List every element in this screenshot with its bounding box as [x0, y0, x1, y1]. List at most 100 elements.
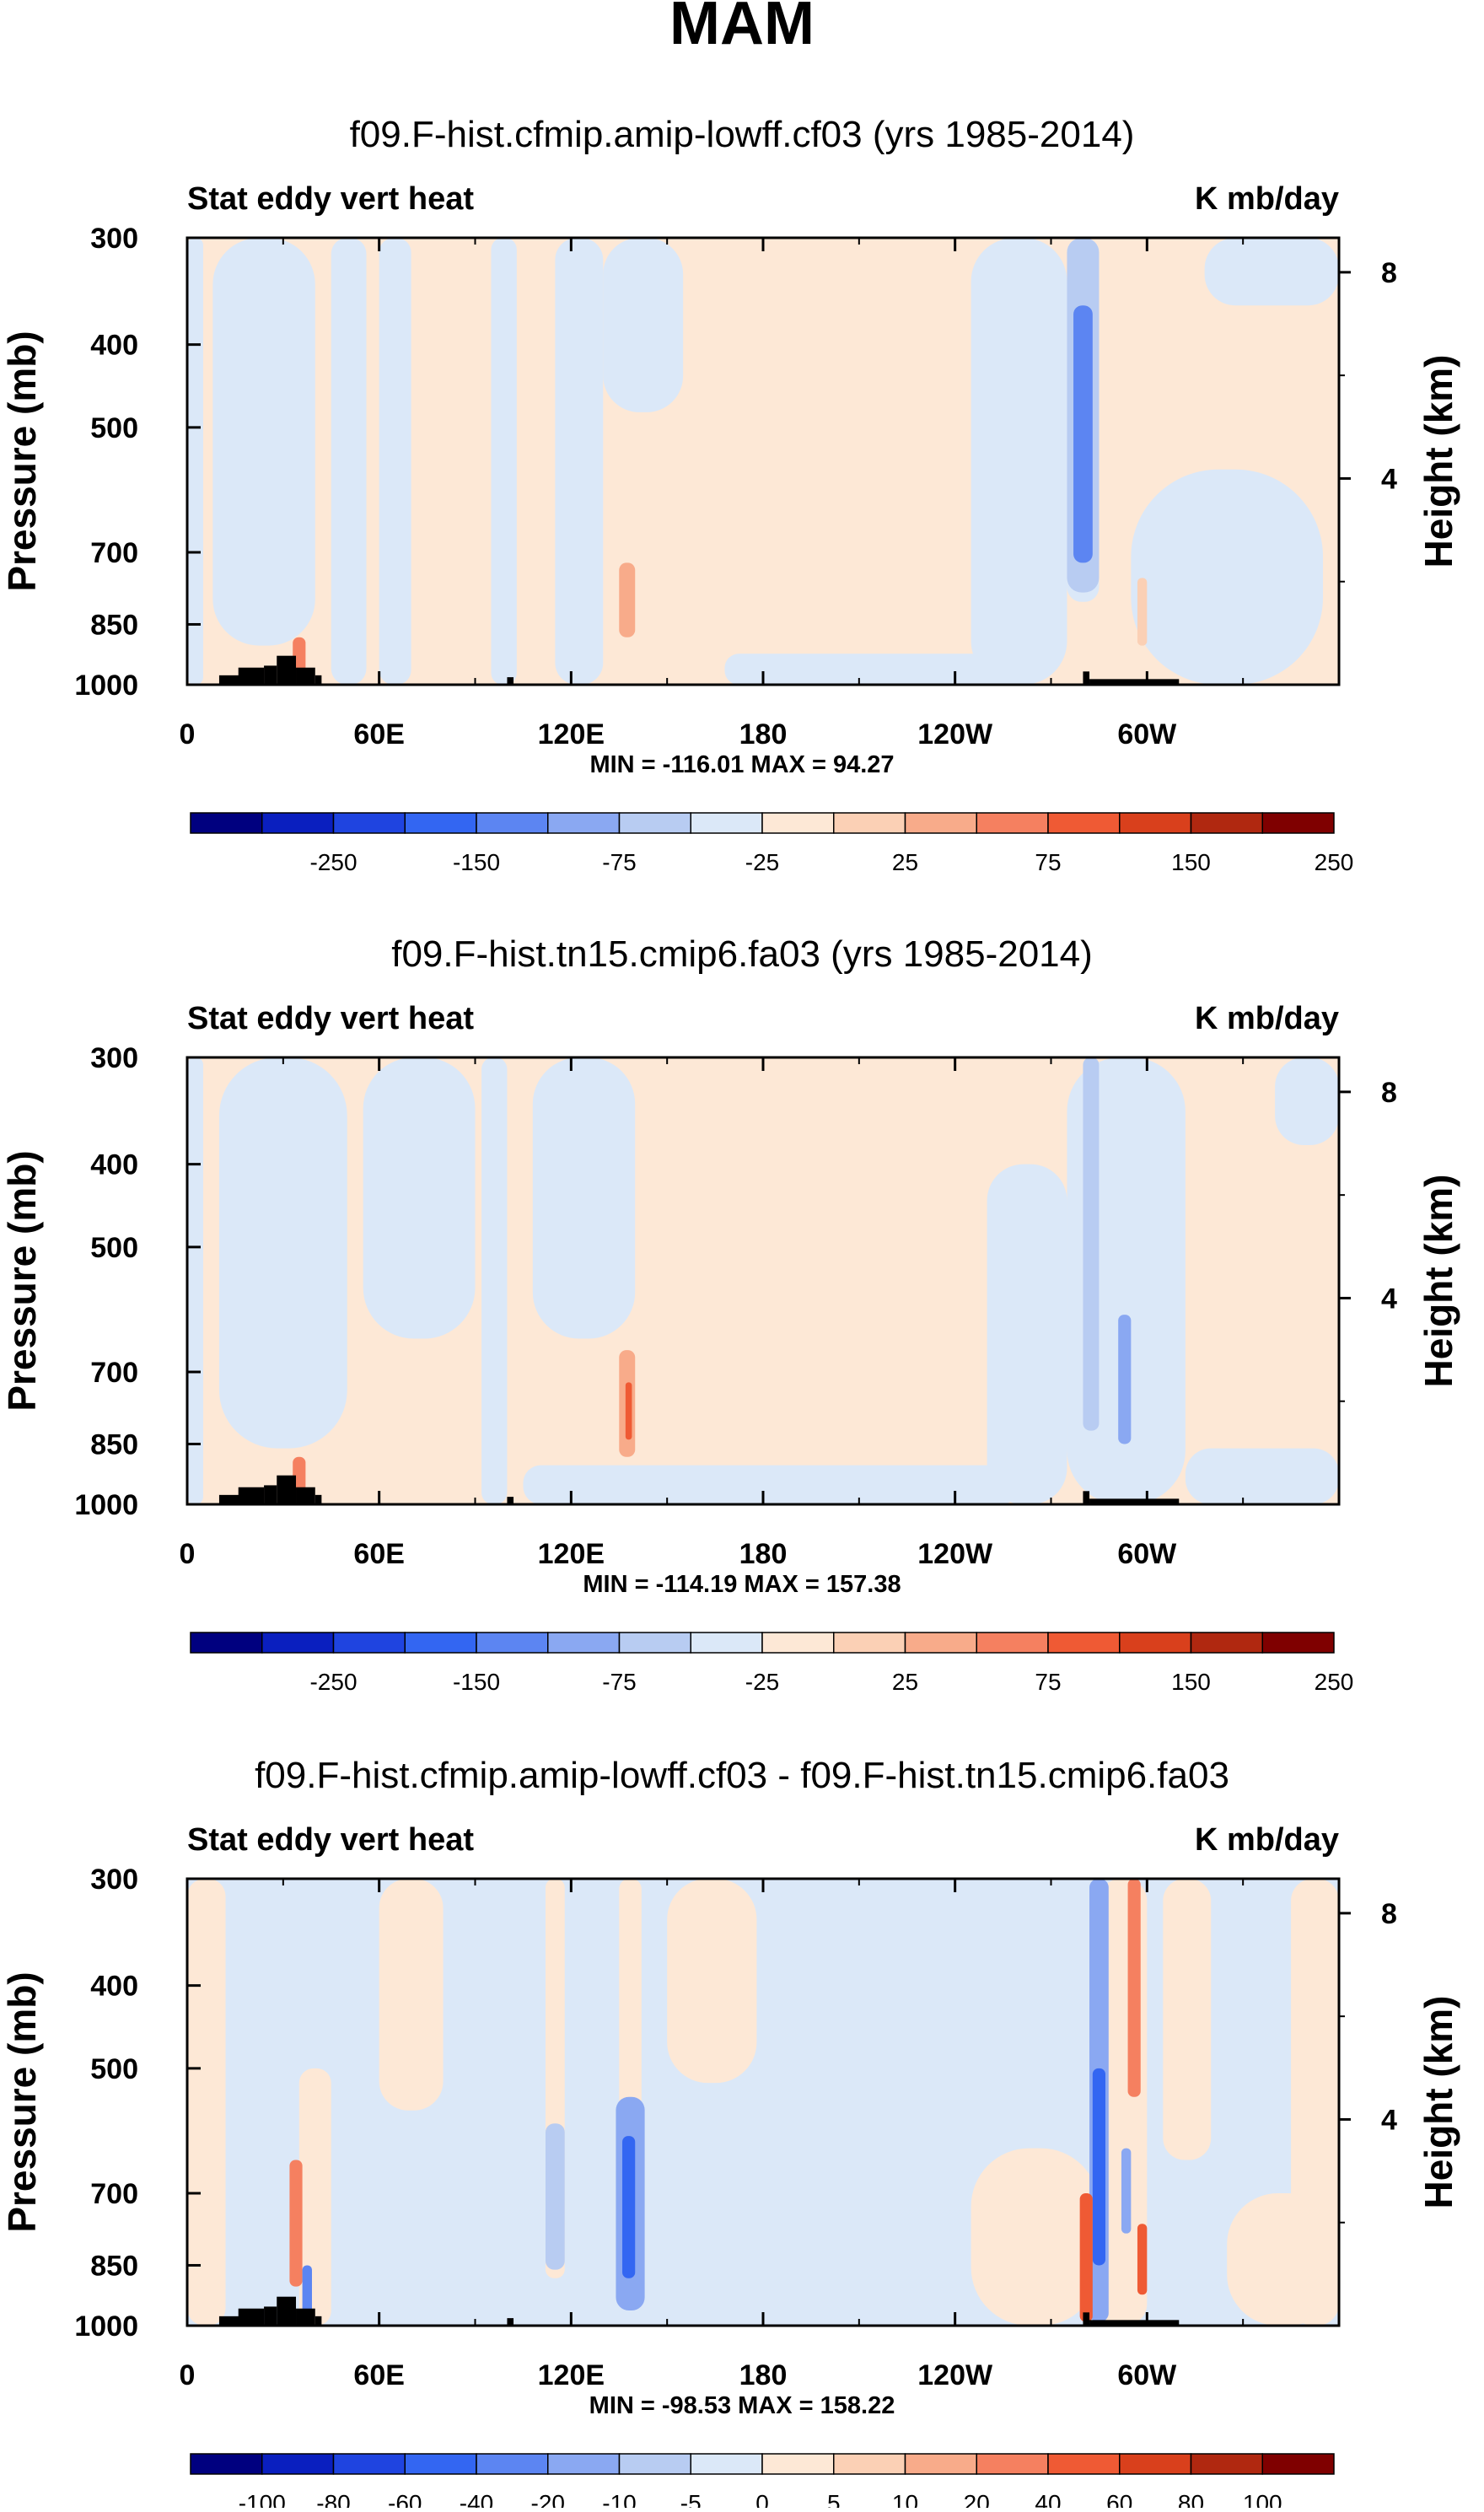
- contour-region: [212, 238, 315, 646]
- contour-region: [491, 238, 517, 685]
- right-axis-label: 4: [1381, 463, 1397, 495]
- topography-block: [296, 667, 315, 685]
- colorbar-box: [476, 2453, 549, 2475]
- contour-region: [1137, 2224, 1148, 2295]
- topography-block: [296, 2308, 315, 2326]
- y-tick-label: 850: [90, 609, 138, 641]
- y-tick-label: 700: [90, 2178, 138, 2210]
- colorbar-label: -40: [460, 2490, 493, 2508]
- colorbar-box: [547, 812, 621, 834]
- contour-region: [187, 1057, 203, 1504]
- contour-field: [187, 1057, 1339, 1504]
- colorbar-label: -250: [309, 849, 357, 875]
- contour-region: [545, 2123, 565, 2270]
- colorbar-label: 100: [1243, 2490, 1282, 2508]
- contour-region: [1137, 578, 1148, 646]
- topography-block: [507, 2318, 514, 2326]
- y-tick-label: 850: [90, 2250, 138, 2282]
- right-axis-label: 8: [1381, 1077, 1397, 1109]
- y-axis-title: Pressure (mb): [0, 1971, 44, 2232]
- topography-block: [315, 2316, 322, 2326]
- x-tick-label: 0: [180, 2359, 196, 2391]
- y-tick-label: 500: [90, 1232, 138, 1264]
- y-tick-label: 1000: [74, 1489, 138, 1521]
- y-tick-label: 700: [90, 1357, 138, 1389]
- contour-region: [1121, 2148, 1132, 2234]
- topography-block: [315, 1494, 322, 1504]
- contour-region: [481, 1057, 508, 1504]
- colorbar-label: -250: [309, 1669, 357, 1695]
- colorbar-box: [1261, 1632, 1335, 1654]
- contour-region: [187, 238, 203, 685]
- colorbar-box: [618, 1632, 691, 1654]
- colorbar-label: -75: [602, 849, 636, 875]
- contour-region: [379, 238, 411, 685]
- colorbar-label: 5: [827, 2490, 841, 2508]
- colorbar-label: -5: [680, 2490, 702, 2508]
- colorbar-box: [332, 812, 406, 834]
- colorbar-label: -20: [531, 2490, 565, 2508]
- contour-region: [379, 1879, 444, 2111]
- colorbar-box: [476, 812, 549, 834]
- colorbar-label: -25: [745, 1669, 779, 1695]
- colorbar-box: [476, 1632, 549, 1654]
- colorbar-label: -80: [316, 2490, 350, 2508]
- contour-field: [187, 238, 1339, 685]
- contour-region: [1118, 1315, 1132, 1444]
- colorbar-box: [976, 1632, 1049, 1654]
- right-axis-label: 8: [1381, 1898, 1397, 1930]
- contour-region: [619, 562, 636, 637]
- colorbar-box: [190, 2453, 263, 2475]
- topography-block: [277, 2296, 297, 2326]
- topography-block: [264, 665, 277, 685]
- y-axis-title: Pressure (mb): [0, 331, 44, 591]
- colorbar-box: [261, 2453, 335, 2475]
- contour-field: [187, 1879, 1339, 2326]
- right-axis-label: 8: [1381, 257, 1397, 289]
- y-axis-title: Pressure (mb): [0, 1150, 44, 1411]
- contour-region: [1275, 1057, 1339, 1146]
- colorbar-box: [404, 1632, 477, 1654]
- y-tick-label: 400: [90, 1149, 138, 1181]
- chart-title: f09.F-hist.cfmip.amip-lowff.cf03 - f09.F…: [255, 1755, 1229, 1796]
- y-tick-label: 700: [90, 537, 138, 569]
- x-tick-label: 120W: [917, 1538, 993, 1570]
- contour-region: [667, 1879, 757, 2084]
- colorbar-box: [904, 1632, 977, 1654]
- colorbar-label: -150: [453, 1669, 500, 1695]
- contour-region: [331, 238, 367, 685]
- y-tick-label: 500: [90, 2053, 138, 2085]
- colorbar-label: 80: [1178, 2490, 1204, 2508]
- variable-label: Stat eddy vert heat: [187, 1822, 474, 1858]
- chart-title: f09.F-hist.tn15.cmip6.fa03 (yrs 1985-201…: [391, 933, 1093, 975]
- topography-block: [238, 2308, 265, 2326]
- colorbar-box: [1047, 1632, 1121, 1654]
- contour-region: [619, 1879, 642, 2111]
- contour-region: [1073, 305, 1093, 563]
- colorbar-label: 150: [1171, 849, 1211, 875]
- x-tick-label: 60W: [1117, 1538, 1177, 1570]
- topography-block: [277, 1475, 297, 1504]
- x-tick-label: 120E: [538, 2359, 605, 2391]
- x-tick-label: 180: [739, 718, 788, 750]
- x-tick-label: 120E: [538, 1538, 605, 1570]
- topography-block: [277, 655, 297, 685]
- x-tick-label: 120E: [538, 718, 605, 750]
- y-tick-label: 1000: [74, 670, 138, 702]
- colorbar-label: 25: [892, 849, 918, 875]
- contour-region: [1204, 238, 1339, 306]
- topography-block: [264, 2306, 277, 2326]
- x-tick-label: 120W: [917, 718, 993, 750]
- units-label: K mb/day: [1195, 1001, 1339, 1036]
- colorbar-box: [332, 2453, 406, 2475]
- contour-region: [625, 1382, 632, 1440]
- colorbar-box: [1047, 812, 1121, 834]
- x-tick-label: 60E: [353, 2359, 405, 2391]
- colorbar-box: [190, 812, 263, 834]
- contour-region: [1127, 1879, 1141, 2097]
- colorbar-box: [190, 1632, 263, 1654]
- colorbar-box: [618, 812, 691, 834]
- contour-region: [1163, 1879, 1212, 2160]
